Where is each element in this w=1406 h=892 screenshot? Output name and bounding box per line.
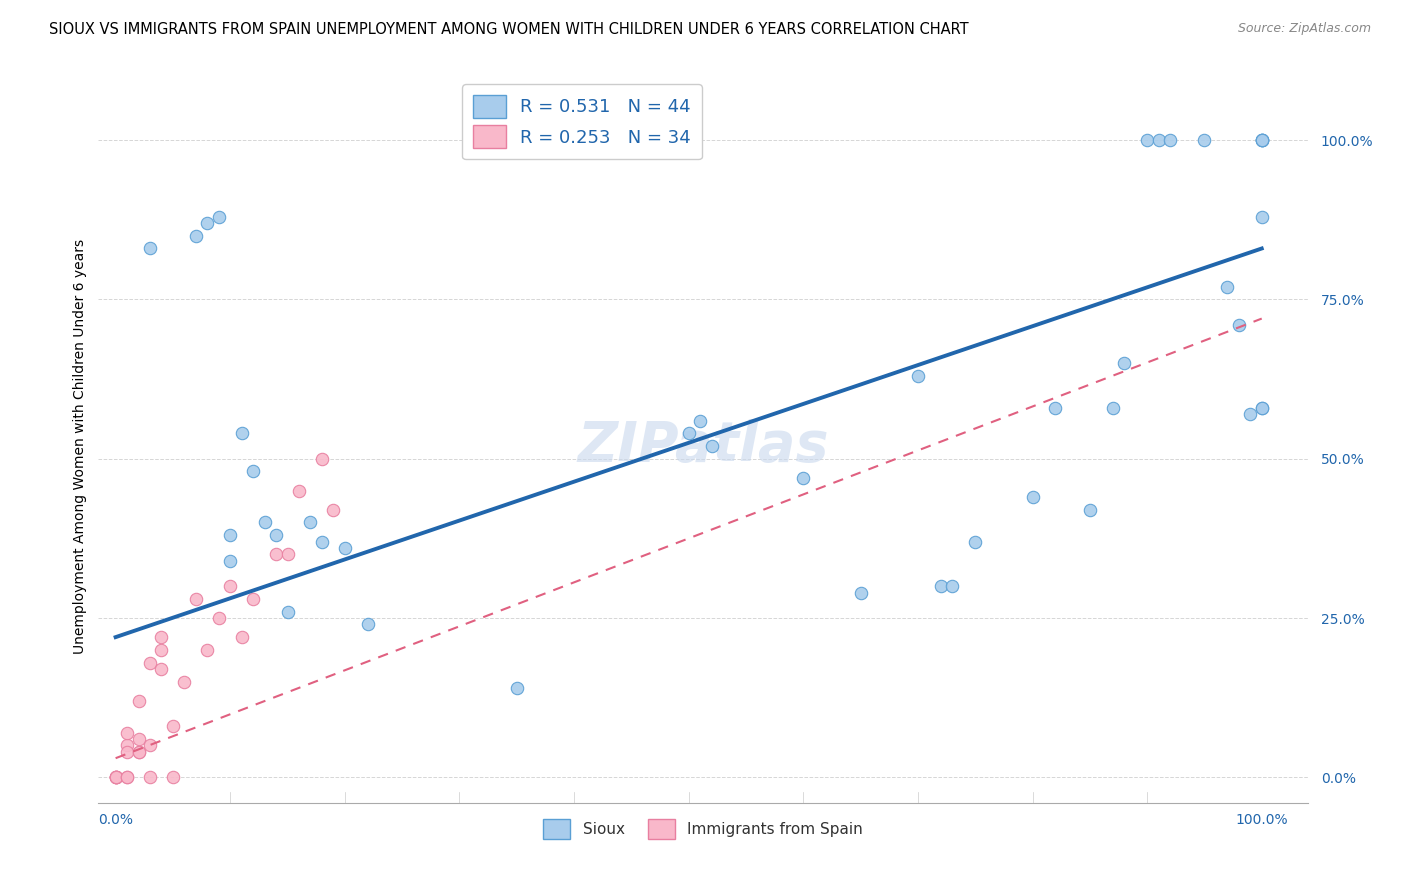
Text: Source: ZipAtlas.com: Source: ZipAtlas.com xyxy=(1237,22,1371,36)
Point xyxy=(231,630,253,644)
Point xyxy=(1078,502,1101,516)
Point xyxy=(849,585,872,599)
Point xyxy=(139,656,162,670)
Point xyxy=(277,605,299,619)
Point xyxy=(104,770,127,784)
Point xyxy=(115,725,138,739)
Point xyxy=(1250,210,1272,224)
Point xyxy=(264,547,287,561)
Point xyxy=(941,579,963,593)
Point xyxy=(128,745,150,759)
Point xyxy=(150,662,173,676)
Legend: Sioux, Immigrants from Spain: Sioux, Immigrants from Spain xyxy=(537,814,869,845)
Point xyxy=(1216,279,1239,293)
Point xyxy=(1136,133,1159,147)
Point xyxy=(253,516,276,530)
Point xyxy=(128,694,150,708)
Point xyxy=(1021,490,1043,504)
Point xyxy=(242,591,264,606)
Point xyxy=(678,426,700,441)
Point xyxy=(357,617,380,632)
Point xyxy=(1250,401,1272,415)
Point xyxy=(506,681,529,695)
Point xyxy=(1250,401,1272,415)
Point xyxy=(150,643,173,657)
Point xyxy=(1194,133,1216,147)
Point xyxy=(1227,318,1250,332)
Point xyxy=(162,719,184,733)
Point xyxy=(1159,133,1181,147)
Point xyxy=(115,770,138,784)
Point xyxy=(689,413,711,427)
Point xyxy=(264,528,287,542)
Text: SIOUX VS IMMIGRANTS FROM SPAIN UNEMPLOYMENT AMONG WOMEN WITH CHILDREN UNDER 6 YE: SIOUX VS IMMIGRANTS FROM SPAIN UNEMPLOYM… xyxy=(49,22,969,37)
Point xyxy=(1147,133,1170,147)
Point xyxy=(929,579,952,593)
Point xyxy=(277,547,299,561)
Point xyxy=(208,611,231,625)
Point xyxy=(184,228,207,243)
Point xyxy=(128,732,150,747)
Point xyxy=(1045,401,1067,415)
Point xyxy=(965,534,987,549)
Text: ZIPatlas: ZIPatlas xyxy=(578,419,828,473)
Point xyxy=(195,216,218,230)
Point xyxy=(907,368,929,383)
Point xyxy=(219,554,242,568)
Point xyxy=(219,579,242,593)
Point xyxy=(104,770,127,784)
Point xyxy=(195,643,218,657)
Point xyxy=(184,591,207,606)
Point xyxy=(792,471,814,485)
Point xyxy=(700,439,723,453)
Point xyxy=(231,426,253,441)
Point xyxy=(139,739,162,753)
Point xyxy=(322,502,344,516)
Point xyxy=(311,534,333,549)
Point xyxy=(173,674,195,689)
Point xyxy=(1239,407,1261,421)
Point xyxy=(219,528,242,542)
Point xyxy=(1250,133,1272,147)
Point xyxy=(299,516,322,530)
Point xyxy=(150,630,173,644)
Point xyxy=(1101,401,1123,415)
Point xyxy=(104,770,127,784)
Point xyxy=(208,210,231,224)
Point xyxy=(162,770,184,784)
Point xyxy=(115,739,138,753)
Point xyxy=(1250,133,1272,147)
Point xyxy=(115,770,138,784)
Point xyxy=(128,745,150,759)
Point xyxy=(333,541,356,555)
Point xyxy=(104,770,127,784)
Y-axis label: Unemployment Among Women with Children Under 6 years: Unemployment Among Women with Children U… xyxy=(73,238,87,654)
Point xyxy=(139,770,162,784)
Point xyxy=(139,242,162,256)
Point xyxy=(104,770,127,784)
Point xyxy=(1114,356,1136,370)
Point xyxy=(115,745,138,759)
Point xyxy=(1250,133,1272,147)
Point xyxy=(311,451,333,466)
Point xyxy=(288,483,311,498)
Point xyxy=(1250,133,1272,147)
Point xyxy=(242,465,264,479)
